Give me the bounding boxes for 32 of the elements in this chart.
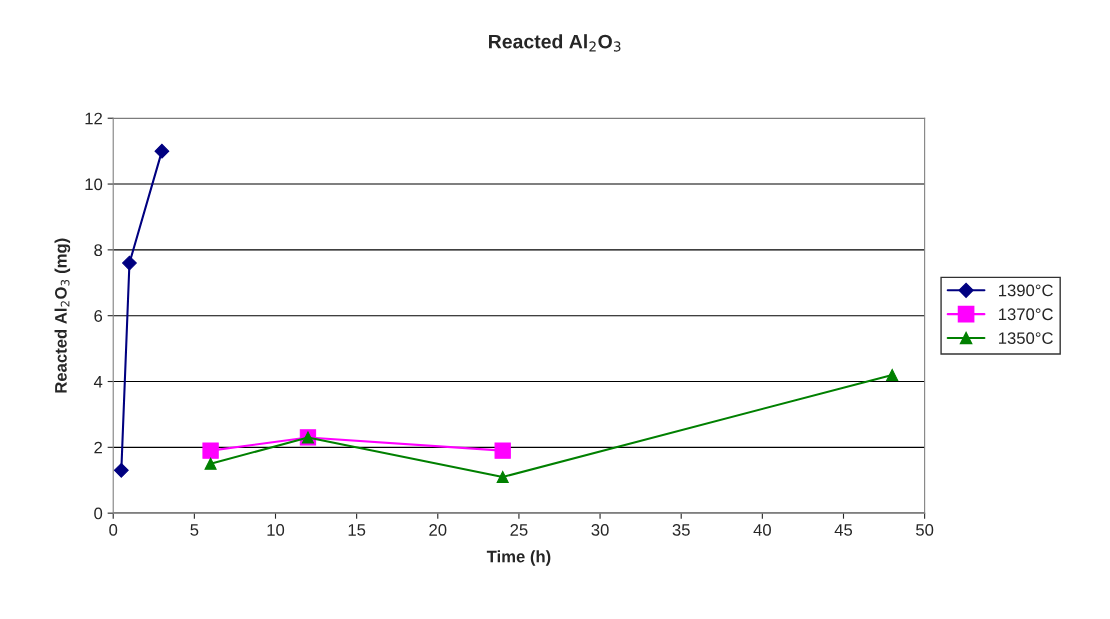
legend-label: 1370°C [999,308,1053,321]
x-tick-label: 25 [510,524,528,536]
x-tick-label: 40 [753,524,771,536]
x-tick-label: 35 [672,524,690,536]
y-tick-label: 4 [93,376,103,388]
y-tick-label: 12 [85,112,102,125]
x-tick-label: 5 [190,524,199,536]
x-axis-title: Time (h) [486,550,551,566]
x-tick-label: 45 [834,524,853,536]
y-axis-title: Reacted Al$_{2}$O$_{3}$ (mg) [54,238,71,393]
y-tick-label: 0 [94,507,103,520]
x-tick-label: 10 [267,524,285,536]
legend-label: 1390°C [999,284,1053,297]
x-tick-label: 0 [109,524,118,536]
x-tick-label: 20 [429,524,447,536]
point [494,442,511,459]
x-tick-label: 15 [348,524,366,536]
x-tick-label: 50 [916,524,934,536]
chart-title: Reacted Al$_{2}$O$_{3}$ [489,34,621,52]
y-tick-label: 6 [94,310,103,322]
y-tick-label: 10 [85,178,103,191]
point [496,470,509,484]
legend-label: 1350°C [999,332,1053,345]
point [886,368,899,381]
point [202,442,219,459]
point [122,255,137,271]
point [204,457,217,470]
y-tick-label: 8 [94,244,103,257]
point [113,462,129,478]
x-tick-label: 30 [591,524,609,536]
point [154,143,170,159]
y-tick-label: 2 [94,441,102,454]
